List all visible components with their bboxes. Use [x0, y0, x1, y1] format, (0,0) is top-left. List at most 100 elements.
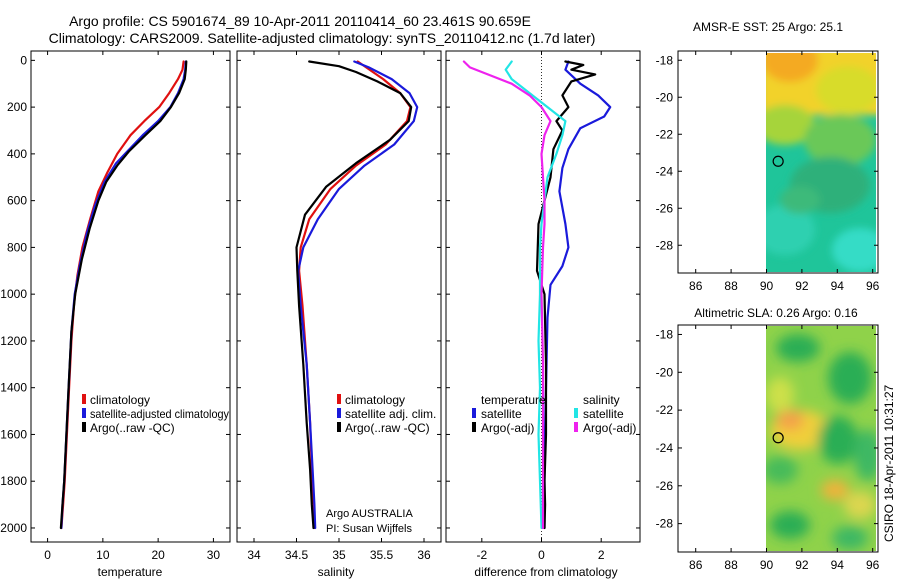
y-tick-label: -18 [656, 327, 674, 341]
side-stamp: CSIRO 18-Apr-2011 10:31:27 [882, 384, 896, 542]
x-tick-label: 92 [795, 279, 809, 293]
legend-swatch-sal-argo [574, 422, 578, 432]
salinity-annotation-line-2: PI: Susan Wijffels [326, 523, 412, 535]
legend-label-satellite-adjusted: satellite-adjusted climatology [90, 407, 229, 421]
difference-plot: -2 0 2 [446, 51, 640, 562]
sla-map-field [766, 326, 876, 551]
x-tick-label: 88 [724, 558, 738, 572]
y-tick-label: 1600 [0, 427, 27, 441]
legend-label-argo: Argo(..raw -QC) [90, 421, 175, 435]
temperature-axis-title: temperature [98, 565, 163, 579]
x-tick-label: 0 [44, 548, 51, 562]
sst-map-field [766, 53, 876, 272]
y-tick-label: 400 [7, 147, 27, 161]
y-tick-label: 600 [7, 194, 27, 208]
legend-swatch-satellite-adjusted [82, 408, 86, 418]
legend-label-sal-argo: Argo(-adj) [583, 421, 636, 435]
series-line-satellite-adj-clim [297, 60, 419, 530]
y-tick-label: 200 [7, 100, 27, 114]
legend-title-temperature: temperature [481, 393, 546, 407]
x-tick-label: 34 [247, 548, 261, 562]
series-line-temperature-satellite [543, 60, 612, 530]
series-line-climatology [60, 60, 185, 530]
legend-swatch-temp-satellite [472, 408, 476, 418]
difference-axis-title: difference from climatology [474, 565, 617, 579]
sla-map-axes: 86 88 90 92 94 96 -18 -20 -22 -24 -26 -28 [656, 325, 880, 572]
y-tick-label: 1200 [0, 334, 27, 348]
x-tick-label: 35 [332, 548, 346, 562]
x-tick-label: 90 [760, 279, 774, 293]
temperature-legend: climatology satellite-adjusted climatolo… [82, 393, 229, 435]
x-tick-label: 30 [207, 548, 221, 562]
x-tick-label: 90 [760, 558, 774, 572]
x-tick-label: 36 [417, 548, 431, 562]
y-tick-label: 0 [20, 53, 27, 67]
y-tick-label: -26 [656, 201, 674, 215]
sla-map-frame [677, 324, 879, 553]
y-tick-label: 1000 [0, 287, 27, 301]
legend-label-satellite-adj: satellite adj. clim. [345, 407, 436, 421]
x-tick-label: 2 [598, 548, 605, 562]
y-tick-label: -22 [656, 403, 674, 417]
sst-map-axes: 86 88 90 92 94 96 -18 -20 -22 -24 -26 -28 [656, 51, 880, 293]
legend-title-salinity: salinity [583, 393, 620, 407]
sst-map-frame [677, 50, 879, 274]
y-tick-label: -26 [656, 479, 674, 493]
y-tick-label: -20 [656, 90, 674, 104]
legend-swatch-climatology [337, 394, 341, 404]
salinity-axis-title: salinity [318, 565, 355, 579]
legend-label-argo: Argo(..raw -QC) [345, 421, 430, 435]
x-tick-label: 86 [689, 279, 703, 293]
y-tick-label: 800 [7, 240, 27, 254]
y-tick-label: 1400 [0, 381, 27, 395]
legend-label-sal-satellite: satellite [583, 407, 624, 421]
x-tick-label: 86 [689, 558, 703, 572]
y-tick-label: -18 [656, 53, 674, 67]
x-tick-label: 94 [831, 558, 845, 572]
sla-map-title: Altimetric SLA: 0.26 Argo: 0.16 [694, 306, 858, 320]
x-tick-label: 96 [866, 558, 880, 572]
y-tick-label: -28 [656, 517, 674, 531]
x-tick-label: 0 [538, 548, 545, 562]
x-tick-label: 20 [151, 548, 165, 562]
x-tick-label: 92 [795, 558, 809, 572]
legend-swatch-temp-argo [472, 422, 476, 432]
temperature-panel-frame [30, 50, 231, 543]
x-tick-label: -2 [476, 548, 487, 562]
y-tick-label: 2000 [0, 521, 27, 535]
legend-swatch-satellite-adj [337, 408, 341, 418]
series-line-salinity-argo-adj [462, 60, 552, 530]
y-tick-label: -20 [656, 365, 674, 379]
legend-swatch-argo [82, 422, 86, 432]
salinity-annotation-line-1: Argo AUSTRALIA [326, 508, 413, 520]
legend-swatch-sal-satellite [574, 408, 578, 418]
legend-label-temp-satellite: satellite [481, 407, 522, 421]
series-line-argo-raw-qc [59, 60, 188, 530]
x-tick-label: 88 [724, 279, 738, 293]
series-line-argo-raw-qc [295, 60, 413, 530]
argo-position-marker [772, 432, 784, 444]
series-line-satellite-adjusted-climatology [60, 60, 187, 530]
legend-swatch-argo [337, 422, 341, 432]
y-tick-label: -24 [656, 164, 674, 178]
difference-panel-frame [445, 50, 641, 543]
argo-position-marker [772, 155, 784, 167]
x-tick-label: 94 [831, 279, 845, 293]
figure-title-line-1: Argo profile: CS 5901674_89 10-Apr-2011 … [69, 13, 531, 29]
y-tick-label: -22 [656, 127, 674, 141]
figure-title-line-2: Climatology: CARS2009. Satellite-adjuste… [49, 30, 596, 46]
sst-map-title: AMSR-E SST: 25 Argo: 25.1 [693, 20, 843, 34]
series-line-climatology [298, 60, 412, 530]
x-tick-label: 96 [866, 279, 880, 293]
x-tick-label: 34.5 [285, 548, 309, 562]
legend-label-temp-argo: Argo(-adj) [481, 421, 534, 435]
temperature-plot: 0 10 20 30 0 200 400 600 800 1000 1200 1400 1600 1800… [0, 51, 230, 562]
y-tick-label: -24 [656, 441, 674, 455]
salinity-plot: 34 34.5 35 35.5 36 [237, 51, 441, 562]
legend-label-climatology: climatology [90, 393, 150, 407]
series-line-salinity-satellite [504, 60, 567, 530]
x-tick-label: 35.5 [370, 548, 394, 562]
y-tick-label: 1800 [0, 474, 27, 488]
x-tick-label: 10 [96, 548, 110, 562]
salinity-legend: climatology satellite adj. clim. Argo(..… [337, 393, 436, 435]
